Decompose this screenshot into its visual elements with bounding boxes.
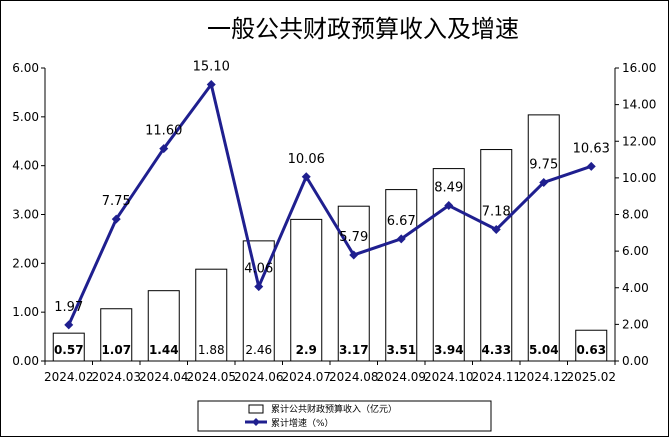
line-value-label: 15.10 xyxy=(193,59,230,74)
line-value-label: 10.06 xyxy=(288,152,325,167)
legend-line-marker xyxy=(252,418,260,426)
bar-value-label: 5.04 xyxy=(529,343,559,357)
right-tick-label: 2.00 xyxy=(622,317,649,331)
x-tick-label: 2024.09 xyxy=(376,370,426,384)
bar xyxy=(432,168,465,362)
line-value-label: 7.18 xyxy=(482,205,511,220)
x-tick-label: 2024.08 xyxy=(329,370,379,384)
data-labels: 0.57 1.07 1.44 1.88 2.46 2.9 3.17 3.51 3.94 4.33 5… xyxy=(54,59,610,357)
bar-value-label: 1.88 xyxy=(198,343,225,357)
left-tick-label: 3.00 xyxy=(12,208,39,222)
x-tick-label: 2024.12 xyxy=(519,370,569,384)
legend-bar-label: 累计公共财政预算收入（亿元） xyxy=(271,403,397,415)
x-tick-label: 2024.05 xyxy=(186,370,236,384)
bar xyxy=(52,332,85,362)
line-value-label: 11.60 xyxy=(145,124,182,139)
bar xyxy=(100,308,133,362)
line-marker xyxy=(539,177,549,187)
bar xyxy=(527,114,560,362)
x-tick-label: 2024.10 xyxy=(424,370,474,384)
bar xyxy=(480,149,513,362)
growth-line xyxy=(67,82,592,326)
bar xyxy=(147,290,180,362)
bar xyxy=(385,189,418,362)
bar-series xyxy=(52,114,608,362)
line-marker xyxy=(491,225,501,235)
right-tick-label: 0.00 xyxy=(622,354,649,368)
left-tick-label: 5.00 xyxy=(12,110,39,124)
x-tick-label: 2024.04 xyxy=(139,370,189,384)
right-tick-label: 8.00 xyxy=(622,208,649,222)
line-value-label: 10.63 xyxy=(573,141,610,156)
legend-line-label: 累计增速（%） xyxy=(271,417,334,429)
legend: 累计公共财政预算收入（亿元） 累计增速（%） xyxy=(197,400,492,432)
bar-value-label: 0.57 xyxy=(54,343,84,357)
line-value-label: 9.75 xyxy=(529,157,558,172)
line-marker xyxy=(301,172,311,182)
x-tick-label: 2024.07 xyxy=(281,370,331,384)
axes: 0.00 1.00 2.00 3.00 4.00 5.00 6.00 0.00 2.00 4.00… xyxy=(12,61,656,384)
bar xyxy=(337,205,370,362)
right-tick-label: 10.00 xyxy=(622,171,656,185)
bar-value-label: 0.63 xyxy=(576,343,606,357)
line-value-label: 6.67 xyxy=(387,214,416,229)
right-tick-label: 12.00 xyxy=(622,134,656,148)
line-value-label: 5.79 xyxy=(339,230,368,245)
right-tick-label: 16.00 xyxy=(622,61,656,75)
left-tick-label: 6.00 xyxy=(12,61,39,75)
line-marker xyxy=(254,282,264,292)
line-value-label: 8.49 xyxy=(434,181,463,196)
line-value-label: 7.75 xyxy=(102,194,131,209)
left-tick-label: 4.00 xyxy=(12,159,39,173)
chart-title: 一般公共财政预算收入及增速 xyxy=(207,15,519,43)
x-tick-label: 2024.06 xyxy=(234,370,284,384)
x-tick-label: 2024.02 xyxy=(44,370,94,384)
right-tick-label: 6.00 xyxy=(622,244,649,258)
line-marker xyxy=(586,161,596,171)
left-tick-label: 2.00 xyxy=(12,256,39,270)
bar xyxy=(575,329,608,362)
bar-value-label: 1.44 xyxy=(149,343,179,357)
line-marker xyxy=(159,144,169,154)
line-marker xyxy=(396,234,406,244)
line-value-label: 1.97 xyxy=(54,300,83,315)
line-value-label: 4.06 xyxy=(244,262,273,277)
line-marker xyxy=(206,79,216,89)
left-tick-label: 0.00 xyxy=(12,354,39,368)
bar-value-label: 2.46 xyxy=(245,343,272,357)
legend-box xyxy=(197,400,492,432)
right-tick-label: 14.00 xyxy=(622,98,656,112)
bar-value-label: 2.9 xyxy=(296,343,317,357)
x-tick-label: 2024.03 xyxy=(91,370,141,384)
right-tick-label: 4.00 xyxy=(622,281,649,295)
x-tick-label: 2024.11 xyxy=(471,370,521,384)
bar xyxy=(195,268,228,362)
bar xyxy=(290,218,323,362)
legend-bar-swatch xyxy=(248,404,264,414)
left-tick-label: 1.00 xyxy=(12,305,39,319)
bar-value-label: 3.51 xyxy=(386,343,416,357)
x-tick-label: 2025.02 xyxy=(566,370,616,384)
bar-value-label: 3.17 xyxy=(339,343,369,357)
bar-value-label: 4.33 xyxy=(481,343,511,357)
line-marker xyxy=(64,320,74,330)
line-marker xyxy=(349,250,359,260)
bar-value-label: 1.07 xyxy=(101,343,131,357)
line-series xyxy=(64,79,596,330)
bar-value-label: 3.94 xyxy=(434,343,464,357)
line-marker xyxy=(444,201,454,211)
line-marker xyxy=(111,214,121,224)
